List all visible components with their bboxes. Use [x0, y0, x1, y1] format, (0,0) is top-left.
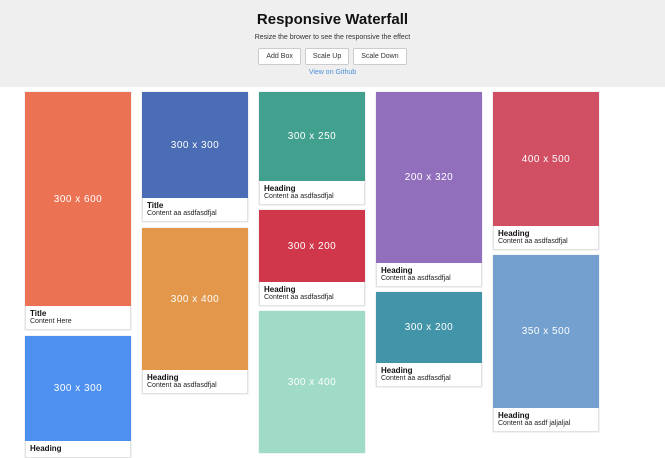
- card-content: Content aa asdfasdfjal: [264, 294, 334, 301]
- subtitle: Resize the brower to see the responsive …: [254, 34, 411, 41]
- card[interactable]: 300 x 200 Heading Content aa asdfasdfjal: [259, 210, 365, 306]
- card-caption: Heading Content aa asdfasdfjal: [376, 263, 482, 287]
- card-content: Content aa asdfasdfjal: [147, 210, 217, 217]
- card-image: 300 x 300: [25, 336, 131, 441]
- card-image: 300 x 250: [259, 92, 365, 181]
- card-image: 300 x 600: [25, 92, 131, 306]
- card-heading: Heading: [381, 366, 413, 375]
- card-heading: Heading: [264, 184, 296, 193]
- button[interactable]: Add Box: [258, 48, 301, 65]
- card-heading: Heading: [381, 266, 413, 275]
- github-link[interactable]: View on Github: [308, 69, 357, 76]
- title: Responsive Waterfall: [256, 11, 409, 28]
- card-caption: Heading Content aa asdf jaljaljal: [493, 408, 599, 432]
- card-image: 400 x 500: [493, 92, 599, 226]
- card[interactable]: 300 x 300 Heading: [25, 336, 131, 458]
- card-caption: Title Content aa asdfasdfjal: [142, 198, 248, 222]
- card-caption: Heading: [25, 441, 131, 458]
- card-caption: Heading Content aa asdfasdfjal: [259, 181, 365, 205]
- card[interactable]: 300 x 250 Heading Content aa asdfasdfjal: [259, 92, 365, 205]
- card[interactable]: 400 x 500 Heading Content aa asdfasdfjal: [493, 92, 599, 250]
- card-image: 300 x 400: [259, 311, 365, 453]
- button[interactable]: Scale Up: [304, 48, 350, 65]
- card-image: 300 x 200: [259, 210, 365, 282]
- card-caption: Heading Content aa asdfasdfjal: [493, 226, 599, 250]
- card-content: Content Here: [30, 318, 72, 325]
- card-image: 200 x 320: [376, 92, 482, 263]
- card-heading: Heading: [264, 285, 296, 294]
- card-heading: Title: [147, 201, 164, 210]
- card-heading: Heading: [147, 373, 179, 382]
- button[interactable]: Scale Down: [353, 48, 407, 65]
- card-caption: Heading Content aa asdfasdfjal: [376, 363, 482, 387]
- card-content: Content aa asdfasdfjal: [147, 382, 217, 389]
- card-caption: Heading Content aa asdfasdfjal: [142, 370, 248, 394]
- card-heading: Title: [30, 309, 47, 318]
- card-heading: Heading: [498, 229, 530, 238]
- card-caption: Title Content Here: [25, 306, 131, 330]
- card-content: Content aa asdfasdfjal: [381, 375, 451, 382]
- card[interactable]: 300 x 200 Heading Content aa asdfasdfjal: [376, 292, 482, 387]
- card-image: 300 x 400: [142, 228, 248, 370]
- card-image: 300 x 200: [376, 292, 482, 363]
- button-bar: Add Box Scale Up Scale Down: [0, 48, 665, 65]
- card-caption: Heading Content aa asdfasdfjal: [259, 282, 365, 306]
- card-heading: Heading: [30, 444, 62, 453]
- card-image: 300 x 300: [142, 92, 248, 198]
- card-content: Content aa asdfasdfjal: [381, 275, 451, 282]
- card-image: 350 x 500: [493, 255, 599, 408]
- card[interactable]: 300 x 400 Heading Content aa asdfasdfjal: [142, 228, 248, 394]
- card-content: Content aa asdfasdfjal: [498, 238, 568, 245]
- header: Responsive Waterfall Resize the brower t…: [0, 0, 665, 87]
- card[interactable]: 350 x 500 Heading Content aa asdf jaljalja…: [493, 255, 599, 432]
- card-heading: Heading: [498, 411, 530, 420]
- card-content: Content aa asdf jaljaljal: [498, 420, 571, 427]
- card[interactable]: 300 x 300 Title Content aa asdfasdfjal: [142, 92, 248, 222]
- card[interactable]: 200 x 320 Heading Content aa asdfasdfjal: [376, 92, 482, 287]
- card[interactable]: 300 x 400: [259, 311, 365, 453]
- card-content: Content aa asdfasdfjal: [264, 193, 334, 200]
- card[interactable]: 300 x 600 Title Content Here: [25, 92, 131, 330]
